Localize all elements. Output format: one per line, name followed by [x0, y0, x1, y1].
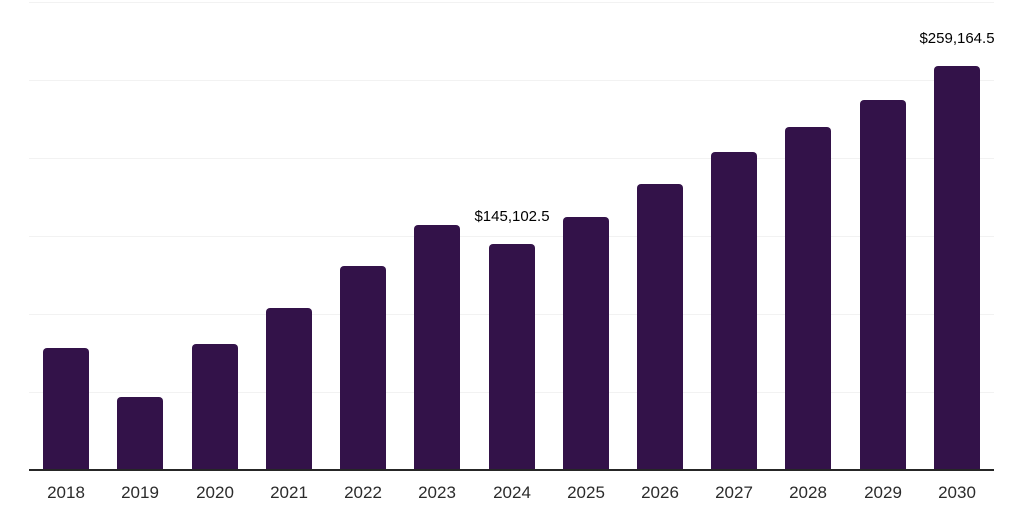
gridline-200000: [29, 158, 994, 159]
x-tick-2030: 2030: [938, 483, 976, 502]
bar-2022: [340, 266, 386, 470]
value-label-2030: $259,164.5: [919, 30, 995, 47]
bar-2023: [414, 225, 460, 470]
x-axis-line: [29, 469, 994, 471]
bar-2027: [711, 152, 757, 470]
x-tick-2025: 2025: [567, 483, 605, 502]
bar-2019: [117, 397, 163, 470]
bar-2030: [934, 66, 980, 470]
bar-2025: [563, 217, 609, 470]
x-tick-2027: 2027: [715, 483, 753, 502]
x-tick-2020: 2020: [196, 483, 234, 502]
x-tick-2026: 2026: [641, 483, 679, 502]
x-tick-2028: 2028: [789, 483, 827, 502]
bar-2020: [192, 344, 238, 470]
bar-2024: [489, 244, 535, 470]
bar-2026: [637, 184, 683, 470]
value-label-2024: $145,102.5: [474, 208, 550, 225]
bar-2029: [860, 100, 906, 470]
gridline-300000: [29, 2, 994, 3]
x-tick-2019: 2019: [121, 483, 159, 502]
x-tick-2023: 2023: [418, 483, 456, 502]
x-tick-2029: 2029: [864, 483, 902, 502]
x-tick-2021: 2021: [270, 483, 308, 502]
x-tick-2022: 2022: [344, 483, 382, 502]
gridline-250000: [29, 80, 994, 81]
bar-2018: [43, 348, 89, 470]
gridline-150000: [29, 236, 994, 237]
bar-2028: [785, 127, 831, 470]
bar-2021: [266, 308, 312, 470]
x-tick-2018: 2018: [47, 483, 85, 502]
x-tick-2024: 2024: [493, 483, 531, 502]
